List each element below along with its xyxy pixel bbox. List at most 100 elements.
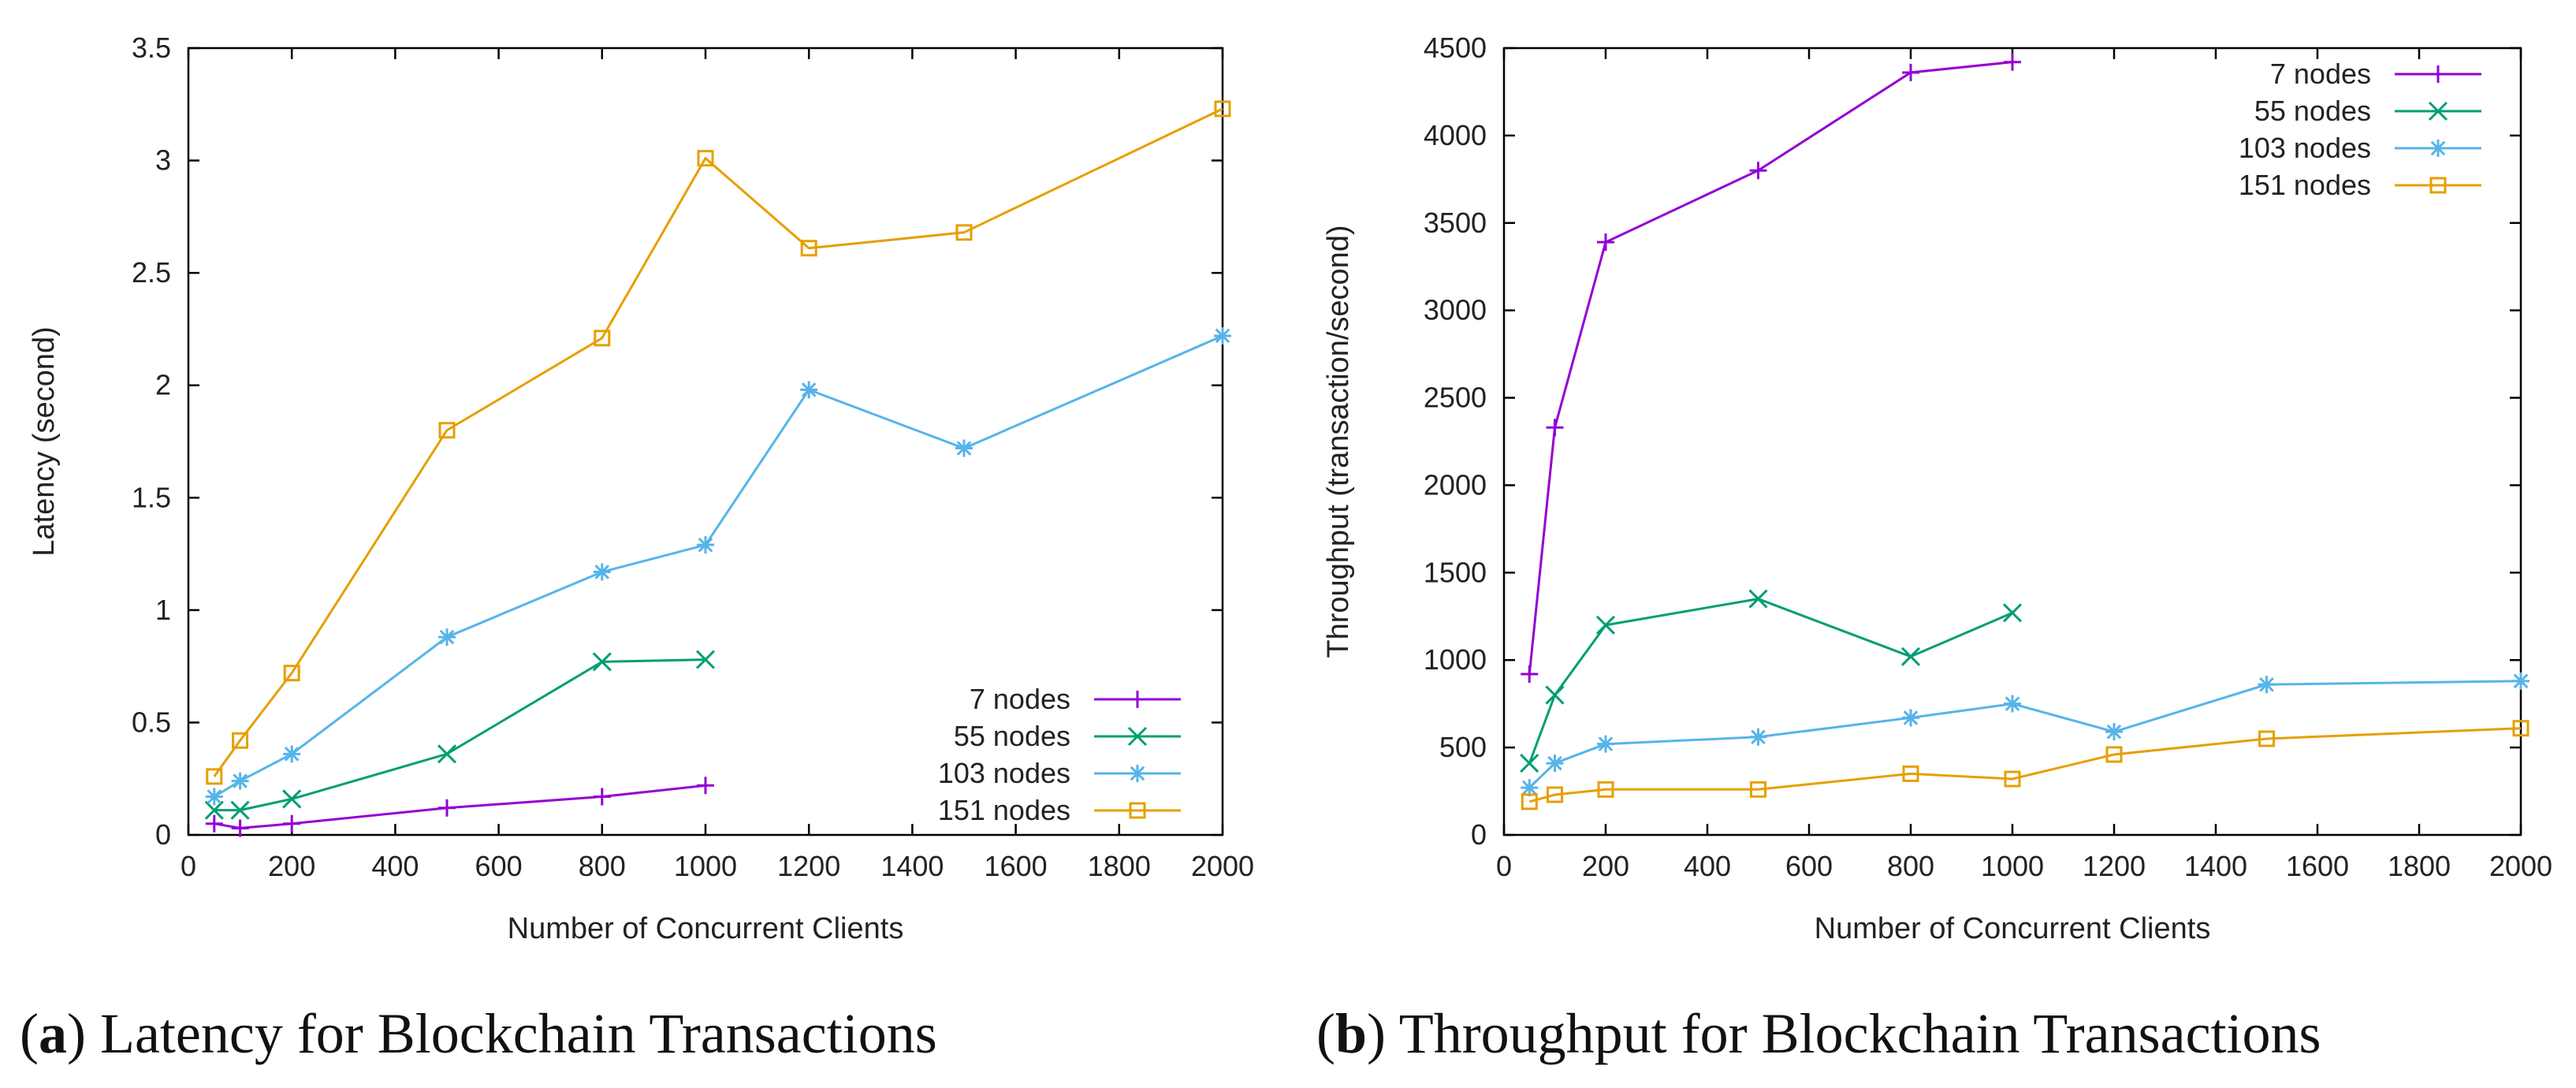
y-tick-label: 1000 xyxy=(1424,643,1487,676)
data-point xyxy=(1902,709,1919,727)
data-point xyxy=(1749,162,1767,180)
series-55-nodes xyxy=(1520,589,2023,773)
legend-marker xyxy=(2429,140,2447,157)
y-tick-label: 500 xyxy=(1439,731,1487,763)
data-point xyxy=(231,772,249,790)
y-tick-label: 3 xyxy=(155,144,171,177)
x-tick-label: 400 xyxy=(1684,850,1731,882)
y-tick-label: 2.5 xyxy=(132,256,171,289)
legend-label: 151 nodes xyxy=(938,794,1070,826)
data-point xyxy=(2105,723,2123,741)
x-tick-label: 1200 xyxy=(2083,850,2146,882)
series-line xyxy=(214,334,1223,798)
data-point xyxy=(2004,770,2021,788)
series-103-nodes xyxy=(205,326,1231,806)
x-tick-label: 1800 xyxy=(1088,850,1151,882)
caption-paren-close: ) xyxy=(67,1002,100,1065)
y-tick-label: 4500 xyxy=(1424,32,1487,64)
y-axis-label: Throughput (transaction/second) xyxy=(1322,225,1355,658)
data-point xyxy=(593,788,611,806)
series-7-nodes xyxy=(205,777,714,837)
x-tick-label: 200 xyxy=(268,850,315,882)
caption-letter: a xyxy=(39,1002,67,1065)
data-point xyxy=(2105,746,2123,763)
y-tick-label: 0.5 xyxy=(132,706,171,738)
data-point xyxy=(1595,615,1616,635)
caption-letter: b xyxy=(1335,1002,1367,1065)
caption-text: Throughput for Blockchain Transactions xyxy=(1399,1002,2321,1065)
data-point xyxy=(230,800,250,820)
y-tick-label: 2500 xyxy=(1424,382,1487,414)
caption-text: Latency for Blockchain Transactions xyxy=(100,1002,937,1065)
series-line xyxy=(214,784,706,829)
legend-label: 7 nodes xyxy=(970,683,1070,715)
data-point xyxy=(1750,781,1766,798)
data-point xyxy=(1900,646,1921,666)
caption-paren-close: ) xyxy=(1367,1002,1399,1065)
x-tick-label: 2000 xyxy=(1191,850,1254,882)
data-point xyxy=(1902,64,1919,82)
x-tick-label: 1200 xyxy=(777,850,840,882)
legend-label: 55 nodes xyxy=(2254,95,2371,127)
data-point xyxy=(1214,100,1231,117)
caption: (a) Latency for Blockchain Transactions xyxy=(20,1002,937,1065)
data-point xyxy=(2004,695,2021,713)
x-axis-label: Number of Concurrent Clients xyxy=(508,912,904,945)
caption: (b) Throughput for Blockchain Transactio… xyxy=(1316,1002,2321,1065)
series-151-nodes xyxy=(206,100,1231,785)
series-55-nodes xyxy=(204,650,716,820)
x-tick-label: 0 xyxy=(1496,850,1512,882)
series-line xyxy=(1528,598,2013,764)
plot-frame xyxy=(1502,47,2522,836)
data-point xyxy=(231,819,249,837)
x-tick-label: 200 xyxy=(1582,850,1629,882)
data-point xyxy=(232,732,249,749)
data-point xyxy=(1521,779,1539,797)
y-tick-label: 1.5 xyxy=(132,481,171,513)
legend-label: 55 nodes xyxy=(954,720,1070,752)
data-point xyxy=(283,745,301,763)
legend-marker xyxy=(2429,65,2447,83)
y-tick-label: 1500 xyxy=(1424,556,1487,588)
legend-marker xyxy=(1129,802,1146,819)
caption-paren-open: ( xyxy=(20,1002,39,1065)
data-point xyxy=(2002,603,2023,623)
data-point xyxy=(800,240,817,257)
caption-paren-open: ( xyxy=(1316,1002,1335,1065)
data-point xyxy=(438,422,456,439)
x-tick-label: 2000 xyxy=(2489,850,2552,882)
data-point xyxy=(955,439,973,457)
data-point xyxy=(204,800,224,820)
data-point xyxy=(697,150,714,167)
x-tick-label: 0 xyxy=(181,850,196,882)
y-tick-label: 3500 xyxy=(1424,207,1487,239)
legend-marker xyxy=(2428,101,2448,121)
chart-a: 0 200 400 600 800 1000 1200 1400 1600 1800 2000 0 0.… xyxy=(20,32,1254,1065)
data-point xyxy=(438,799,456,817)
y-axis-label: Latency (second) xyxy=(28,326,61,557)
y-tick-label: 3000 xyxy=(1424,294,1487,326)
data-point xyxy=(1521,665,1539,683)
data-point xyxy=(282,789,302,809)
x-tick-label: 1000 xyxy=(1981,850,2044,882)
series-line xyxy=(213,107,1223,777)
series-line xyxy=(214,658,706,812)
data-point xyxy=(1546,419,1564,437)
data-point xyxy=(695,650,716,669)
y-tick-label: 2 xyxy=(155,369,171,401)
data-point xyxy=(438,628,456,646)
series-line xyxy=(1528,727,2522,803)
x-tick-label: 1400 xyxy=(2184,850,2247,882)
data-point xyxy=(1521,793,1538,810)
x-tick-label: 1800 xyxy=(2388,850,2451,882)
data-point xyxy=(1902,765,1919,782)
data-point xyxy=(2258,730,2275,747)
x-axis-label: Number of Concurrent Clients xyxy=(1815,912,2211,945)
data-point xyxy=(800,381,818,399)
data-point xyxy=(2258,676,2276,694)
data-point xyxy=(1597,233,1614,252)
x-tick-label: 1000 xyxy=(674,850,737,882)
x-tick-label: 800 xyxy=(1887,850,1934,882)
x-tick-label: 400 xyxy=(371,850,419,882)
